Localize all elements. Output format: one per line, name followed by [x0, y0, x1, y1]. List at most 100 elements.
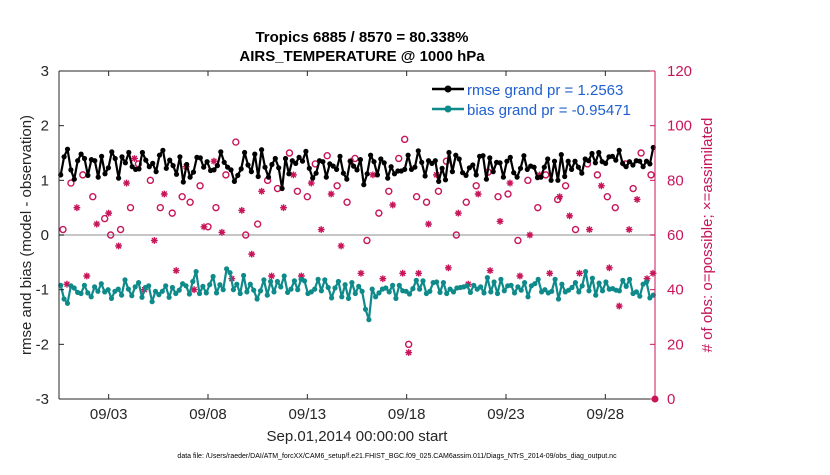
bias-point: [288, 286, 294, 292]
obs-assimilated-point: [210, 157, 218, 165]
bias-point: [494, 290, 501, 297]
bias-point: [488, 289, 494, 295]
rmse-point: [197, 155, 203, 161]
bias-point: [420, 278, 426, 284]
obs-assimilated-point: [290, 171, 297, 179]
bias-point: [525, 294, 531, 300]
rmse-point: [330, 163, 336, 169]
rmse-point: [541, 164, 547, 170]
rmse-point: [167, 157, 173, 163]
rmse-point: [613, 157, 619, 163]
bias-point: [237, 290, 243, 297]
x-tick-label: 09/13: [289, 406, 327, 423]
obs-assimilated-point: [496, 217, 504, 225]
bias-point: [484, 275, 490, 281]
rmse-point: [436, 178, 442, 184]
obs-assimilated-point: [425, 220, 432, 228]
obs-possible-point: [504, 190, 512, 198]
rmse-point: [163, 165, 169, 171]
rmse-point: [204, 159, 210, 165]
obs-possible-point: [524, 176, 532, 185]
bias-point: [254, 296, 260, 302]
obs-possible-point: [333, 182, 341, 190]
obs-assimilated-point: [131, 155, 138, 162]
obs-assimilated-point: [63, 280, 71, 288]
rmse-point: [143, 157, 149, 163]
rmse-point: [385, 175, 391, 181]
obs-assimilated-point: [526, 231, 534, 239]
bias-point: [173, 290, 179, 297]
obs-possible-point: [434, 187, 443, 195]
bias-point: [373, 294, 379, 300]
obs-assimilated-point: [433, 171, 440, 179]
legend-rmse-marker: [444, 85, 452, 93]
bias-point: [325, 284, 331, 291]
rmse-point: [242, 149, 248, 156]
bias-point: [450, 289, 457, 295]
bias-point: [623, 283, 629, 289]
bias-point: [586, 288, 592, 294]
obs-possible-point: [222, 171, 230, 179]
rmse-point: [551, 158, 558, 164]
rmse-point: [504, 158, 510, 164]
bias-point: [81, 282, 87, 288]
bias-point: [569, 284, 575, 291]
obs-assimilated-point: [576, 269, 583, 277]
rmse-point: [337, 153, 343, 159]
obs-possible-point: [404, 340, 413, 349]
obs-assimilated-point: [643, 275, 651, 283]
obs-possible-point: [422, 198, 431, 206]
bias-point: [213, 290, 220, 296]
x-axis-ticks: 09/03 09/08 09/13 09/18 09/23 09/28: [90, 71, 624, 423]
obs-assimilated-point: [605, 264, 613, 272]
bias-point: [376, 290, 382, 296]
rmse-point: [422, 173, 428, 179]
bias-point: [220, 287, 226, 293]
rmse-point: [378, 156, 384, 162]
bias-point: [555, 296, 562, 302]
bias-point: [593, 292, 599, 298]
rmse-point: [439, 165, 445, 171]
obs-assimilated-point: [280, 204, 287, 212]
obs-possible-point: [89, 193, 97, 201]
bias-point: [366, 317, 372, 323]
bias-point: [427, 288, 433, 294]
rmse-point: [112, 155, 118, 162]
rmse-point: [293, 160, 299, 166]
rmse-point: [415, 148, 421, 154]
bias-point: [471, 282, 477, 288]
bias-point: [434, 279, 440, 285]
obs-assimilated-point: [190, 286, 198, 294]
bias-point: [85, 290, 91, 296]
rmse-point: [139, 149, 145, 156]
x-tick-label: 09/23: [487, 406, 525, 423]
bias-point: [88, 294, 94, 300]
rmse-point: [517, 165, 524, 171]
bias-point: [542, 287, 548, 293]
bias-point: [301, 278, 308, 284]
obs-assimilated-point: [586, 226, 593, 233]
y-axis-label: rmse and bias (model - observation): [18, 115, 35, 355]
rmse-point: [116, 175, 122, 181]
obs-assimilated-point: [248, 250, 256, 258]
rmse-point: [511, 170, 517, 176]
rmse-point: [500, 174, 506, 180]
bias-point: [616, 288, 623, 294]
bias-point: [633, 289, 640, 295]
y2-tick-label: 0: [667, 391, 675, 408]
rmse-point: [259, 147, 265, 153]
legend-bias-label: bias grand pr = -0.95471: [467, 102, 631, 119]
bias-point: [583, 269, 589, 275]
rmse-point: [497, 160, 503, 166]
rmse-point: [136, 166, 142, 172]
obs-possible-point: [106, 231, 115, 239]
bias-point: [511, 290, 518, 296]
obs-assimilated-point: [444, 264, 452, 272]
bias-point: [332, 285, 338, 291]
bias-point: [227, 270, 233, 276]
rmse-point: [449, 169, 455, 175]
obs-possible-point: [212, 203, 220, 212]
rmse-point: [623, 164, 629, 170]
bias-point: [105, 287, 111, 293]
rmse-point: [320, 159, 326, 165]
